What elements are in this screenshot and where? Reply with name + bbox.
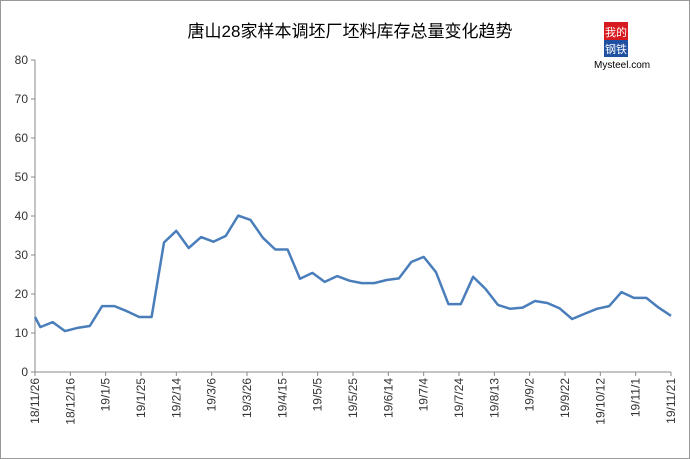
chart-title: 唐山28家样本调坯厂坯料库存总量变化趋势 <box>188 21 513 41</box>
x-tick-label: 18/12/16 <box>63 378 77 425</box>
logo-box <box>604 40 628 57</box>
y-tick-label: 80 <box>15 53 29 67</box>
x-tick-label: 19/9/22 <box>558 378 572 418</box>
y-tick-label: 70 <box>15 92 29 106</box>
y-tick-label: 0 <box>21 365 28 379</box>
x-tick-label: 18/11/26 <box>28 378 42 424</box>
x-tick-label: 19/11/21 <box>664 378 678 424</box>
x-tick-label: 19/4/15 <box>275 378 289 418</box>
x-tick-label: 19/1/5 <box>99 378 113 412</box>
y-tick-label: 20 <box>15 287 29 301</box>
x-tick-label: 19/7/24 <box>452 378 466 418</box>
x-tick-label: 19/5/5 <box>311 378 325 412</box>
x-tick-label: 19/6/14 <box>381 378 395 418</box>
logo-text: 钢铁 <box>605 43 627 56</box>
logo-box <box>604 22 628 40</box>
x-tick-label: 19/7/4 <box>417 378 431 412</box>
data-line <box>33 214 672 333</box>
x-tick-label: 19/5/25 <box>346 378 360 418</box>
logo-site: Mysteel.com <box>594 60 650 71</box>
y-tick-label: 30 <box>15 248 29 262</box>
x-tick-label: 19/9/2 <box>523 378 537 412</box>
y-tick-label: 60 <box>15 131 29 145</box>
x-tick-label: 19/1/25 <box>134 378 148 418</box>
x-tick-label: 19/8/13 <box>487 378 501 418</box>
x-tick-label: 19/3/26 <box>240 378 254 418</box>
y-tick-label: 50 <box>15 170 29 184</box>
x-tick-label: 19/10/12 <box>593 378 607 425</box>
logo-text: 我的 <box>605 25 627 39</box>
x-tick-label: 19/3/6 <box>205 378 219 412</box>
x-tick-label: 19/2/14 <box>169 378 183 418</box>
x-tick-label: 19/11/1 <box>629 378 643 417</box>
y-tick-label: 10 <box>15 326 29 340</box>
y-tick-label: 40 <box>15 209 29 223</box>
